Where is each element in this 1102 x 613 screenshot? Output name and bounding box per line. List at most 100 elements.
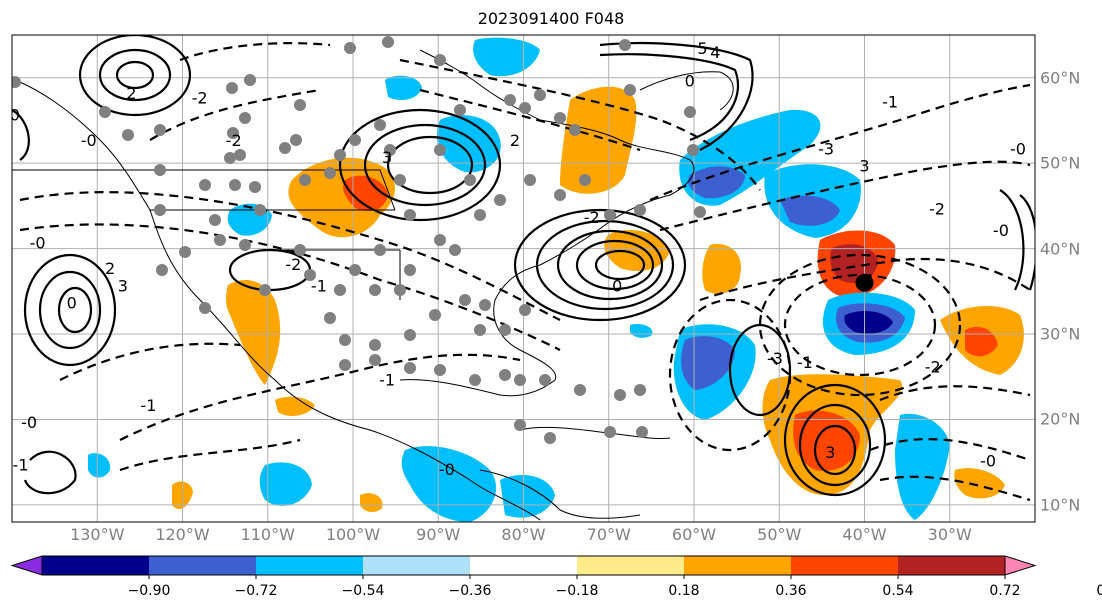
observation-dot [464,174,476,186]
observation-dot [279,142,291,154]
observation-dot [344,42,356,54]
observation-dot [494,194,506,206]
latitude-label: 20°N [1040,409,1081,429]
observation-dot [479,299,491,311]
longitude-label: 130°W [70,525,125,544]
observation-dot [404,362,416,374]
contour-label: -0 [980,451,996,470]
observation-dot [374,244,386,256]
observation-dot [234,149,246,161]
observation-dot [684,106,696,118]
longitude-label: 120°W [155,525,210,544]
observation-dot [614,389,626,401]
observation-dot [299,174,311,186]
contour-label: -1 [13,456,29,475]
observation-dot [459,294,471,306]
contour-label: -1 [379,370,395,389]
contour-label: 2 [510,131,520,150]
observation-dot [434,54,446,66]
observation-dot [694,206,706,218]
observation-dot [369,284,381,296]
observation-dot [249,181,261,193]
contour-label: 2 [126,84,136,103]
observation-dot [339,334,351,346]
observation-dot [226,82,238,94]
contour-label: 3 [825,443,835,462]
contour-label: -3 [767,349,783,368]
observation-dot [199,179,211,191]
longitude-label: 70°W [586,525,631,544]
observation-dot [514,374,526,386]
observation-dot [404,264,416,276]
contour-label: -0 [4,105,20,124]
observation-dot [539,374,551,386]
observation-dot [154,164,166,176]
observation-dot [514,419,526,431]
contour-label: -0 [81,131,97,150]
contour-label: -1 [140,396,156,415]
map-frame [11,34,1036,523]
observation-dot [369,339,381,351]
latitude-label: 10°N [1040,495,1081,515]
observation-dot [334,149,346,161]
latitude-label: 50°N [1040,153,1081,173]
observation-dot [604,209,616,221]
colorbar-tick-label: −0.18 [555,583,599,599]
observation-dot [227,127,239,139]
observation-dot [434,364,446,376]
observation-dot [454,104,466,116]
observation-dot [239,239,251,251]
observation-dot [687,144,699,156]
observation-dot [12,76,21,88]
observation-dot [199,302,211,314]
observation-dot [294,99,306,111]
colorbar-tick-label: 0.54 [882,583,914,599]
observation-dot [122,129,134,141]
observation-dot [254,204,266,216]
latitude-label: 30°N [1040,324,1081,344]
contour-label: -2 [285,255,301,274]
observation-dot [154,204,166,216]
longitude-label: 50°W [757,525,802,544]
observation-dot [499,324,511,336]
observation-dot [474,324,486,336]
longitude-label: 110°W [240,525,295,544]
observation-dot [244,74,256,86]
longitude-label: 30°W [927,525,972,544]
observation-dot [290,134,302,146]
observation-dot [499,369,511,381]
observation-dot [156,264,168,276]
observation-dot [569,124,581,136]
observation-dot [179,246,191,258]
contour-label: -2 [192,88,208,107]
contour-label: 4 [710,43,720,62]
observation-dot [604,426,616,438]
observation-dot [574,384,586,396]
storm-center-marker [855,273,874,292]
contour-label: -0 [21,413,37,432]
colorbar-tick-label: −0.54 [341,583,385,599]
observation-dot [524,174,536,186]
observation-dot [404,209,416,221]
contour-label: 3 [118,276,128,295]
observation-dot [394,284,406,296]
observation-dot [334,284,346,296]
contour-label: -2 [226,131,242,150]
contour-label: 3 [859,157,869,176]
longitude-label: 40°W [842,525,887,544]
observation-dot [382,36,394,48]
observation-dot [304,269,316,281]
observation-dot [224,152,236,164]
observation-dot [636,426,648,438]
longitude-label: 100°W [325,525,381,544]
colorbar-tick-label: −0.72 [234,583,278,599]
colorbar-tick-label: 0.90 [1096,583,1102,599]
observation-dot [474,209,486,221]
observation-dot [504,94,516,106]
observation-dot [429,309,441,321]
weather-map: 230-1-1-0-0-02 -2-0-2-1-13-2 2-25 40-3-1-2-… [4,34,1036,523]
observation-dot [154,124,166,136]
longitude-label: 60°W [671,525,717,544]
observation-dot [519,102,531,114]
contour-label: -2 [929,199,945,218]
